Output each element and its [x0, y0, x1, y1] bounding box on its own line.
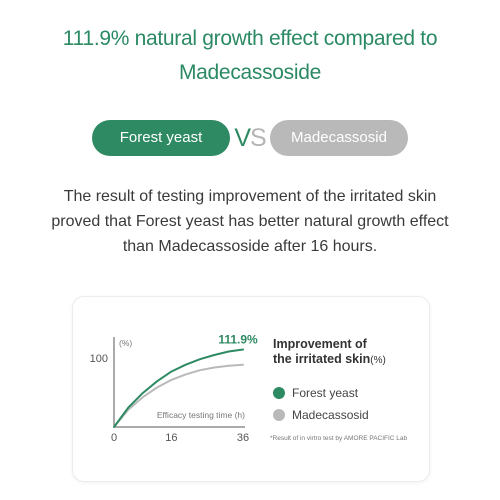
headline-line-1: 111.9% natural growth effect compared to — [62, 27, 438, 50]
y-axis-label: (%) — [119, 338, 132, 348]
x-tick-label: 16 — [165, 432, 177, 444]
legend-title-line-1: Improvement of — [273, 337, 367, 351]
series-line-madecassosid — [113, 363, 244, 428]
madecassosid-pill: Madecassosid — [270, 120, 408, 156]
description-line-3: than Madecassoside after 16 hours. — [122, 238, 378, 255]
legend-title-line-2: the irritated skin — [273, 352, 371, 366]
legend-label-madecassosid: Madecassosid — [292, 408, 369, 422]
legend-item-madecassosid: Madecassosid — [273, 407, 369, 423]
x-axis-label: Efficacy testing time (h) — [157, 410, 245, 420]
legend-unit: (%) — [370, 355, 386, 366]
chart-card: (%) 100 0 16 36 Efficacy testing time (h) 111.… — [72, 296, 430, 482]
description-line-2: proved that Forest yeast has better natu… — [51, 213, 449, 230]
description: The result of testing improvement of the… — [0, 184, 500, 259]
series-line-forest-yeast — [113, 348, 244, 428]
comparison-row: Forest yeast VS Madecassosid — [0, 120, 500, 156]
vs-s: S — [250, 124, 267, 152]
annotation-label: 111.9% — [218, 332, 258, 346]
footnote: *Result of in virtro test by AMORE PACIF… — [270, 435, 408, 442]
legend-dot-gray-icon — [273, 409, 285, 421]
x-tick-label: 0 — [111, 432, 117, 444]
legend-dot-green-icon — [273, 387, 285, 399]
headline-line-2: Madecassoside — [178, 61, 321, 84]
x-tick-label: 36 — [237, 432, 249, 444]
legend-label-forest-yeast: Forest yeast — [292, 386, 359, 400]
growth-chart: (%) 100 0 16 36 Efficacy testing time (h) 111.… — [90, 332, 258, 444]
y-tick-label: 100 — [90, 353, 108, 365]
description-line-1: The result of testing improvement of the… — [63, 188, 437, 205]
forest-yeast-pill: Forest yeast — [92, 120, 230, 156]
legend-item-forest-yeast: Forest yeast — [273, 385, 358, 401]
legend-title: Improvement of the irritated skin(%) — [273, 337, 386, 368]
vs-label: VS — [232, 120, 268, 156]
vs-v: V — [234, 124, 251, 152]
headline: 111.9% natural growth effect compared to… — [0, 22, 500, 90]
